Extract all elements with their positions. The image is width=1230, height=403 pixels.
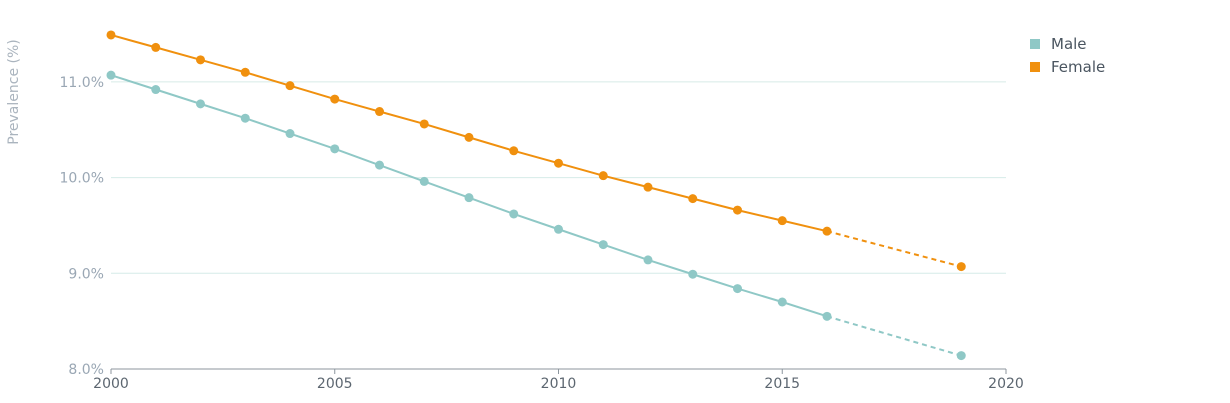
legend-swatch-male — [1030, 38, 1040, 49]
data-point-female[interactable] — [285, 81, 295, 91]
x-tick-label: 2000 — [93, 376, 129, 392]
projection-point-female[interactable] — [956, 262, 966, 272]
legend-item-male[interactable]: Male — [1030, 32, 1105, 55]
data-point-male[interactable] — [285, 129, 295, 139]
x-axis-ticks: 2000 2005 2010 2015 2020 — [93, 369, 1024, 392]
data-point-female[interactable] — [464, 132, 474, 142]
data-point-female[interactable] — [240, 67, 250, 77]
data-point-male[interactable] — [688, 269, 698, 279]
y-tick-label: 11.0% — [60, 75, 104, 91]
data-point-male[interactable] — [240, 113, 250, 123]
data-point-female[interactable] — [330, 94, 340, 104]
x-tick-label: 2010 — [541, 376, 577, 392]
y-tick-label: 8.0% — [68, 362, 104, 378]
data-point-female[interactable] — [554, 158, 563, 168]
y-tick-label: 10.0% — [60, 171, 104, 187]
y-axis-ticks: 8.0% 9.0% 10.0% 11.0% — [60, 75, 104, 378]
data-point-female[interactable] — [375, 107, 384, 117]
x-tick-label: 2005 — [317, 376, 353, 392]
data-point-female[interactable] — [106, 30, 116, 40]
data-point-male[interactable] — [464, 193, 474, 203]
series-female — [106, 30, 966, 272]
legend-swatch-female — [1030, 61, 1040, 72]
data-point-male[interactable] — [822, 311, 832, 321]
data-point-male[interactable] — [777, 297, 787, 307]
data-point-male[interactable] — [196, 99, 205, 109]
projection-line-male — [826, 315, 962, 357]
data-point-female[interactable] — [777, 216, 787, 226]
y-axis-label: Prevalence (%) — [6, 39, 22, 145]
data-point-male[interactable] — [419, 176, 429, 186]
y-tick-label: 9.0% — [68, 266, 104, 282]
legend: Male Female — [1030, 32, 1105, 78]
legend-item-female[interactable]: Female — [1030, 55, 1105, 78]
data-point-female[interactable] — [509, 146, 519, 156]
projection-line-female — [826, 230, 962, 268]
data-point-male[interactable] — [106, 70, 116, 80]
data-point-female[interactable] — [688, 194, 698, 204]
data-point-female[interactable] — [419, 119, 429, 129]
data-point-female[interactable] — [151, 42, 161, 52]
projection-point-male[interactable] — [956, 351, 966, 361]
data-point-female[interactable] — [733, 205, 742, 215]
data-point-male[interactable] — [375, 160, 384, 170]
data-point-male[interactable] — [330, 144, 340, 154]
data-point-female[interactable] — [822, 226, 832, 236]
legend-label-female: Female — [1051, 57, 1106, 76]
legend-label-male: Male — [1051, 34, 1087, 53]
data-point-male[interactable] — [643, 255, 653, 265]
data-point-female[interactable] — [196, 55, 205, 65]
series-male — [106, 70, 966, 361]
data-point-male[interactable] — [151, 85, 161, 95]
data-point-male[interactable] — [509, 209, 519, 219]
x-tick-label: 2020 — [988, 376, 1024, 392]
data-point-male[interactable] — [733, 284, 742, 294]
data-point-female[interactable] — [598, 171, 608, 181]
data-point-male[interactable] — [554, 224, 563, 234]
series-layer — [106, 30, 966, 361]
data-point-male[interactable] — [598, 240, 608, 250]
x-tick-label: 2015 — [764, 376, 800, 392]
data-point-female[interactable] — [643, 182, 653, 192]
